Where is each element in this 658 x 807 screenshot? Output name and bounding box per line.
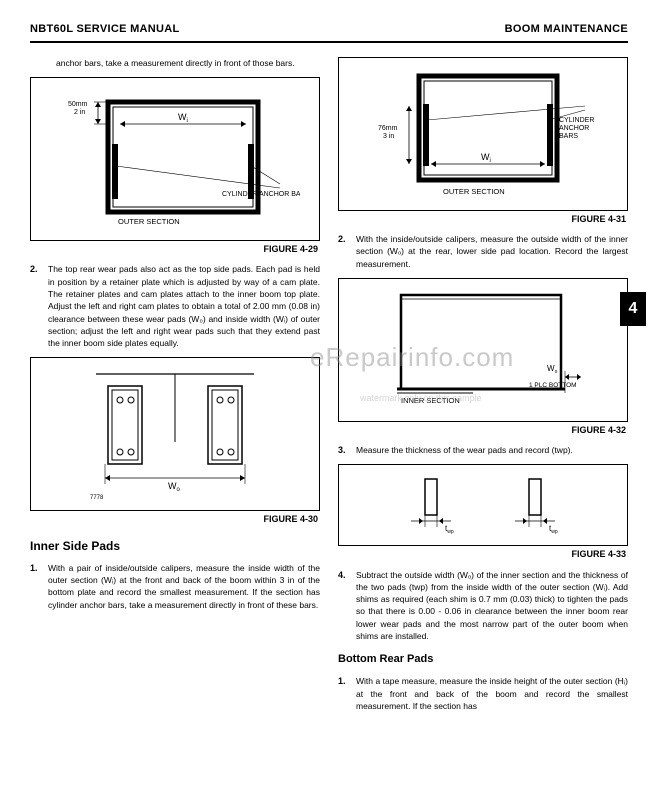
- figure-4-31-label: FIGURE 4-31: [338, 213, 628, 225]
- header-right: BOOM MAINTENANCE: [505, 22, 628, 37]
- svg-text:76mm: 76mm: [378, 125, 398, 132]
- header-left: NBT60L SERVICE MANUAL: [30, 22, 180, 37]
- page-tab: 4: [620, 292, 646, 326]
- right-item-3: 3. Measure the thickness of the wear pad…: [338, 444, 628, 456]
- svg-text:CYLINDERANCHORBARS: CYLINDERANCHORBARS: [559, 117, 594, 140]
- svg-text:Wo: Wo: [168, 481, 181, 493]
- list-body: With a pair of inside/outside calipers, …: [48, 562, 320, 611]
- left-column: anchor bars, take a measurement directly…: [30, 57, 320, 712]
- figure-4-32-label: FIGURE 4-32: [338, 424, 628, 436]
- list-num: 2.: [30, 263, 48, 349]
- svg-text:OUTER SECTION: OUTER SECTION: [443, 187, 505, 196]
- left-item-2: 2. The top rear wear pads also act as th…: [30, 263, 320, 349]
- svg-text:INNER SECTION: INNER SECTION: [401, 396, 460, 405]
- list-num: 2.: [338, 233, 356, 270]
- figure-4-31: Wi 76mm 3 in CYLINDERANCHORBARS OUTER SE…: [338, 57, 628, 211]
- list-body: The top rear wear pads also act as the t…: [48, 263, 320, 349]
- list-body: With the inside/outside calipers, measur…: [356, 233, 628, 270]
- svg-text:2 in: 2 in: [74, 109, 85, 116]
- figure-4-33: twp twp: [338, 464, 628, 546]
- list-num: 1.: [30, 562, 48, 611]
- figure-4-30-label: FIGURE 4-30: [30, 513, 320, 525]
- figure-4-29: Wi 50mm 2 in CYLINDER ANCHOR BARS OUTER …: [30, 77, 320, 241]
- svg-text:3 in: 3 in: [383, 133, 394, 140]
- figure-4-29-label: FIGURE 4-29: [30, 243, 320, 255]
- svg-text:twp: twp: [549, 524, 558, 535]
- list-num: 4.: [338, 569, 356, 643]
- svg-text:Wi: Wi: [178, 112, 188, 124]
- figure-4-32: Wo 1 PLC BOTTOM INNER SECTION: [338, 278, 628, 422]
- svg-text:7778: 7778: [90, 495, 104, 501]
- bottom-rear-pads-heading: Bottom Rear Pads: [338, 652, 628, 667]
- right-item-1b: 1. With a tape measure, measure the insi…: [338, 675, 628, 712]
- svg-text:OUTER SECTION: OUTER SECTION: [118, 217, 180, 226]
- svg-text:twp: twp: [445, 524, 454, 535]
- right-column: Wi 76mm 3 in CYLINDERANCHORBARS OUTER SE…: [338, 57, 628, 712]
- list-body: Measure the thickness of the wear pads a…: [356, 444, 628, 456]
- list-body: With a tape measure, measure the inside …: [356, 675, 628, 712]
- svg-text:Wi: Wi: [481, 152, 491, 164]
- svg-text:CYLINDER ANCHOR BARS: CYLINDER ANCHOR BARS: [222, 191, 300, 198]
- list-body: Subtract the outside width (Wₒ) of the i…: [356, 569, 628, 643]
- list-num: 3.: [338, 444, 356, 456]
- left-item-1: 1. With a pair of inside/outside caliper…: [30, 562, 320, 611]
- inner-side-pads-heading: Inner Side Pads: [30, 538, 320, 554]
- svg-text:Wo: Wo: [547, 364, 558, 375]
- figure-4-30: Wo 7778: [30, 357, 320, 511]
- right-item-2: 2. With the inside/outside calipers, mea…: [338, 233, 628, 270]
- list-num: 1.: [338, 675, 356, 712]
- figure-4-33-label: FIGURE 4-33: [338, 548, 628, 560]
- page-header: NBT60L SERVICE MANUAL BOOM MAINTENANCE: [30, 22, 628, 43]
- para-anchor-bars: anchor bars, take a measurement directly…: [30, 57, 320, 69]
- svg-text:50mm: 50mm: [68, 101, 88, 108]
- svg-text:1 PLC BOTTOM: 1 PLC BOTTOM: [529, 382, 577, 389]
- right-item-4: 4. Subtract the outside width (Wₒ) of th…: [338, 569, 628, 643]
- content-columns: anchor bars, take a measurement directly…: [30, 57, 628, 712]
